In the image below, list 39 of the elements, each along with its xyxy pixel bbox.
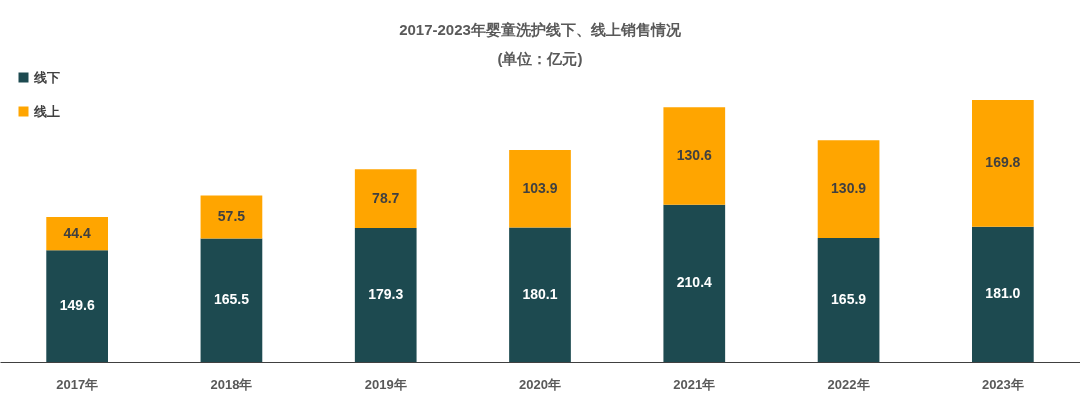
x-tick-label: 2022年	[827, 376, 870, 392]
x-tick-label: 2017年	[56, 376, 99, 392]
data-label: 165.5	[213, 291, 250, 308]
x-tick-label: 2019年	[364, 376, 407, 392]
chart-title: 2017-2023年婴童洗护线下、线上销售情况	[399, 21, 682, 38]
legend-label: 线上	[33, 103, 60, 119]
bar	[663, 204, 726, 362]
bar	[972, 100, 1034, 227]
bar	[663, 107, 726, 205]
legend-label: 线下	[33, 69, 60, 85]
data-label: 78.7	[372, 189, 400, 206]
chart-subtitle: (单位：亿元)	[497, 50, 583, 67]
bar	[972, 226, 1034, 362]
bar	[354, 169, 417, 229]
x-tick-label: 2020年	[519, 376, 561, 392]
data-label: 169.8	[985, 154, 1021, 171]
x-tick-label: 2021年	[673, 376, 716, 392]
data-label: 130.6	[676, 147, 713, 164]
x-tick-label: 2018年	[210, 376, 253, 392]
data-label: 181.0	[985, 285, 1021, 302]
data-label: 180.1	[522, 285, 558, 302]
data-label: 44.4	[63, 224, 91, 241]
bar	[354, 228, 417, 362]
bar	[46, 250, 108, 362]
bar	[509, 149, 571, 228]
data-label: 57.5	[217, 207, 246, 224]
bar	[46, 217, 108, 251]
x-tick-label: 2023年	[981, 376, 1024, 392]
bar	[200, 238, 263, 362]
data-label: 165.9	[831, 291, 867, 308]
data-label: 210.4	[676, 274, 713, 291]
bar	[509, 227, 571, 362]
data-label: 179.3	[368, 286, 404, 303]
data-label: 130.9	[831, 180, 867, 197]
bar	[200, 195, 263, 239]
data-label: 103.9	[522, 179, 558, 196]
bar	[817, 238, 880, 362]
data-label: 149.6	[59, 297, 95, 314]
bar	[817, 140, 880, 239]
